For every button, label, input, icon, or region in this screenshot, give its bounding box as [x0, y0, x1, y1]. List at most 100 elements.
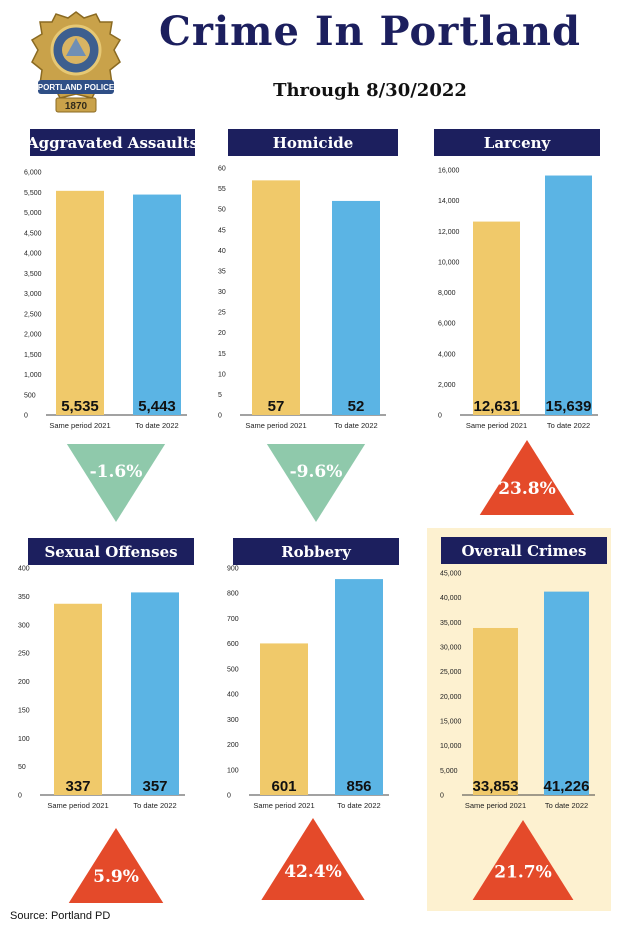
overall-crimes-category-label: To date 2022 — [545, 801, 588, 810]
sexual-offenses-ytick-label: 350 — [18, 594, 30, 601]
homicide-ytick-label: 50 — [218, 207, 226, 214]
robbery-ytick-label: 600 — [227, 641, 239, 648]
robbery-ytick-label: 800 — [227, 591, 239, 598]
homicide-ytick-label: 10 — [218, 371, 226, 378]
homicide-ytick-label: 0 — [218, 413, 222, 420]
overall-crimes-ytick-label: 5,000 — [440, 768, 458, 775]
overall-crimes-value-label: 33,853 — [473, 778, 519, 795]
robbery-ytick-label: 400 — [227, 692, 239, 699]
aggravated-assaults-ytick-label: 3,500 — [24, 271, 42, 278]
aggravated-assaults-title-bar — [30, 129, 195, 156]
larceny-increase-triangle — [479, 440, 575, 515]
robbery-chart-title: Robbery — [281, 543, 352, 561]
homicide-ytick-label: 5 — [218, 392, 222, 399]
larceny-ytick-label: 10,000 — [438, 259, 460, 266]
sexual-offenses-value-label: 357 — [142, 778, 167, 795]
homicide-value-label: 52 — [348, 398, 365, 415]
overall-crimes-ytick-label: 45,000 — [440, 571, 462, 578]
sexual-offenses-change-label: 5.9% — [93, 867, 139, 887]
larceny-value-label: 12,631 — [474, 398, 520, 415]
larceny-ytick-label: 6,000 — [438, 321, 456, 328]
homicide-ytick-label: 15 — [218, 351, 226, 358]
aggravated-assaults-ytick-label: 2,500 — [24, 311, 42, 318]
sexual-offenses-bar-2022 — [131, 592, 179, 795]
homicide-ytick-label: 25 — [218, 310, 226, 317]
homicide-ytick-label: 35 — [218, 268, 226, 275]
aggravated-assaults-ytick-label: 5,500 — [24, 190, 42, 197]
larceny-category-label: To date 2022 — [547, 421, 590, 430]
homicide-ytick-label: 55 — [218, 186, 226, 193]
robbery-ytick-label: 500 — [227, 666, 239, 673]
robbery-category-label: Same period 2021 — [253, 801, 314, 810]
sexual-offenses-increase-triangle — [68, 828, 164, 903]
aggravated-assaults-value-label: 5,443 — [138, 398, 176, 415]
sexual-offenses-chart-title: Sexual Offenses — [44, 543, 177, 561]
aggravated-assaults-ytick-label: 6,000 — [24, 170, 42, 177]
aggravated-assaults-ytick-label: 5,000 — [24, 210, 42, 217]
robbery-ytick-label: 0 — [227, 793, 231, 800]
robbery-value-label: 856 — [346, 778, 371, 795]
sexual-offenses-ytick-label: 100 — [18, 736, 30, 743]
sexual-offenses-ytick-label: 150 — [18, 707, 30, 714]
aggravated-assaults-ytick-label: 1,500 — [24, 352, 42, 359]
overall-crimes-ytick-label: 0 — [440, 793, 444, 800]
homicide-chart-title: Homicide — [273, 134, 354, 152]
homicide-decrease-triangle — [266, 444, 366, 522]
aggravated-assaults-bar-2022 — [133, 194, 181, 415]
page-title: Crime In Portland — [159, 8, 581, 55]
homicide-bar-2021 — [252, 180, 300, 415]
homicide-ytick-label: 30 — [218, 289, 226, 296]
homicide-ytick-label: 45 — [218, 227, 226, 234]
aggravated-assaults-ytick-label: 3,000 — [24, 291, 42, 298]
overall-crimes-bar-2022 — [544, 591, 589, 795]
aggravated-assaults-decrease-triangle — [66, 444, 166, 522]
larceny-category-label: Same period 2021 — [466, 421, 527, 430]
sexual-offenses-title-bar — [28, 538, 194, 565]
robbery-ytick-label: 200 — [227, 742, 239, 749]
robbery-ytick-label: 900 — [227, 566, 239, 573]
badge-text-bottom: 1870 — [65, 101, 88, 112]
overall-crimes-change-label: 21.7% — [494, 863, 552, 883]
homicide-category-label: To date 2022 — [334, 421, 377, 430]
larceny-bar-2021 — [473, 221, 520, 415]
aggravated-assaults-ytick-label: 1,000 — [24, 372, 42, 379]
sexual-offenses-ytick-label: 0 — [18, 793, 22, 800]
homicide-change-label: -9.6% — [290, 462, 343, 482]
aggravated-assaults-category-label: Same period 2021 — [49, 421, 110, 430]
police-badge-logo: PORTLAND POLICE 1870 — [30, 11, 122, 113]
page-subtitle: Through 8/30/2022 — [273, 80, 467, 101]
robbery-ytick-label: 300 — [227, 717, 239, 724]
robbery-bar-2022 — [335, 579, 383, 795]
robbery-change-label: 42.4% — [284, 862, 342, 882]
sexual-offenses-category-label: Same period 2021 — [47, 801, 108, 810]
overall-crimes-increase-triangle — [472, 820, 574, 900]
larceny-ytick-label: 2,000 — [438, 382, 456, 389]
overall-crimes-ytick-label: 25,000 — [440, 669, 462, 676]
larceny-ytick-label: 12,000 — [438, 229, 460, 236]
robbery-value-label: 601 — [271, 778, 296, 795]
larceny-value-label: 15,639 — [546, 398, 592, 415]
aggravated-assaults-ytick-label: 0 — [24, 413, 28, 420]
aggravated-assaults-change-label: -1.6% — [90, 462, 143, 482]
aggravated-assaults-ytick-label: 4,500 — [24, 230, 42, 237]
aggravated-assaults-bar-2021 — [56, 190, 104, 415]
larceny-ytick-label: 16,000 — [438, 168, 460, 175]
robbery-increase-triangle — [261, 818, 365, 900]
sexual-offenses-category-label: To date 2022 — [133, 801, 176, 810]
overall-crimes-ytick-label: 40,000 — [440, 595, 462, 602]
header: PORTLAND POLICE 1870 Crime In Portland T… — [0, 0, 634, 120]
overall-crimes-category-label: Same period 2021 — [465, 801, 526, 810]
aggravated-assaults-value-label: 5,535 — [61, 398, 99, 415]
sexual-offenses-ytick-label: 50 — [18, 764, 26, 771]
overall-crimes-value-label: 41,226 — [544, 778, 590, 795]
robbery-ytick-label: 700 — [227, 616, 239, 623]
homicide-category-label: Same period 2021 — [245, 421, 306, 430]
aggravated-assaults-ytick-label: 4,000 — [24, 251, 42, 258]
source-note: Source: Portland PD — [10, 910, 111, 922]
robbery-bar-2021 — [260, 643, 308, 795]
overall-crimes-ytick-label: 15,000 — [440, 719, 462, 726]
robbery-title-bar — [233, 538, 399, 565]
aggravated-assaults-chart-title: Aggravated Assaults — [26, 134, 198, 152]
overall-crimes-chart-title: Overall Crimes — [462, 542, 587, 560]
